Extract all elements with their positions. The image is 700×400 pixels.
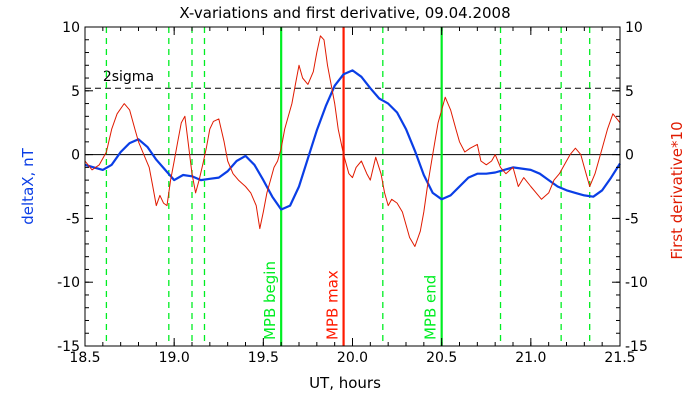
sigma-label: 2sigma — [103, 69, 154, 85]
y-right-tick-label-4: -10 — [625, 275, 648, 291]
series-line-derivative — [84, 35, 621, 247]
y-right-tick-label-1: 5 — [625, 84, 634, 100]
chart-title: X-variations and first derivative, 09.04… — [179, 4, 510, 22]
x-tick-label-2: 19.5 — [248, 350, 279, 366]
y-right-tick-label-3: -5 — [625, 211, 639, 227]
x-tick-label-3: 20.0 — [337, 350, 368, 366]
series-line-deltaX — [84, 69, 621, 211]
y-left-tick-label-0: 10 — [62, 20, 80, 36]
y-right-tick-label-0: 10 — [625, 20, 643, 36]
x-tick-label-6: 21.5 — [604, 350, 635, 366]
y-left-tick-label-1: 5 — [71, 84, 80, 100]
y-axis-label-left: deltaX, nT — [19, 147, 37, 224]
x-tick-label-1: 19.0 — [159, 350, 190, 366]
y-right-tick-label-5: -15 — [625, 339, 648, 355]
plot-area: 2sigma MPB begin MPB max MPB end 18.5 19.0 19.… — [57, 20, 648, 366]
marker-label-0: MPB begin — [261, 261, 279, 340]
marker-label-2: MPB end — [422, 275, 440, 340]
y-left-tick-label-3: -5 — [66, 211, 80, 227]
y-left-tick-label-2: 0 — [71, 148, 80, 164]
marker-label-1: MPB max — [324, 270, 342, 340]
x-axis-label: UT, hours — [309, 374, 381, 392]
y-axis-label-right: First derivative*10 — [668, 121, 686, 259]
y-left-tick-label-4: -10 — [57, 275, 80, 291]
x-tick-label-0: 18.5 — [69, 350, 100, 366]
y-right-tick-label-2: 0 — [625, 148, 634, 164]
x-tick-label-4: 20.5 — [426, 350, 457, 366]
x-tick-label-5: 21.0 — [515, 350, 546, 366]
y-left-tick-label-5: -15 — [57, 339, 80, 355]
